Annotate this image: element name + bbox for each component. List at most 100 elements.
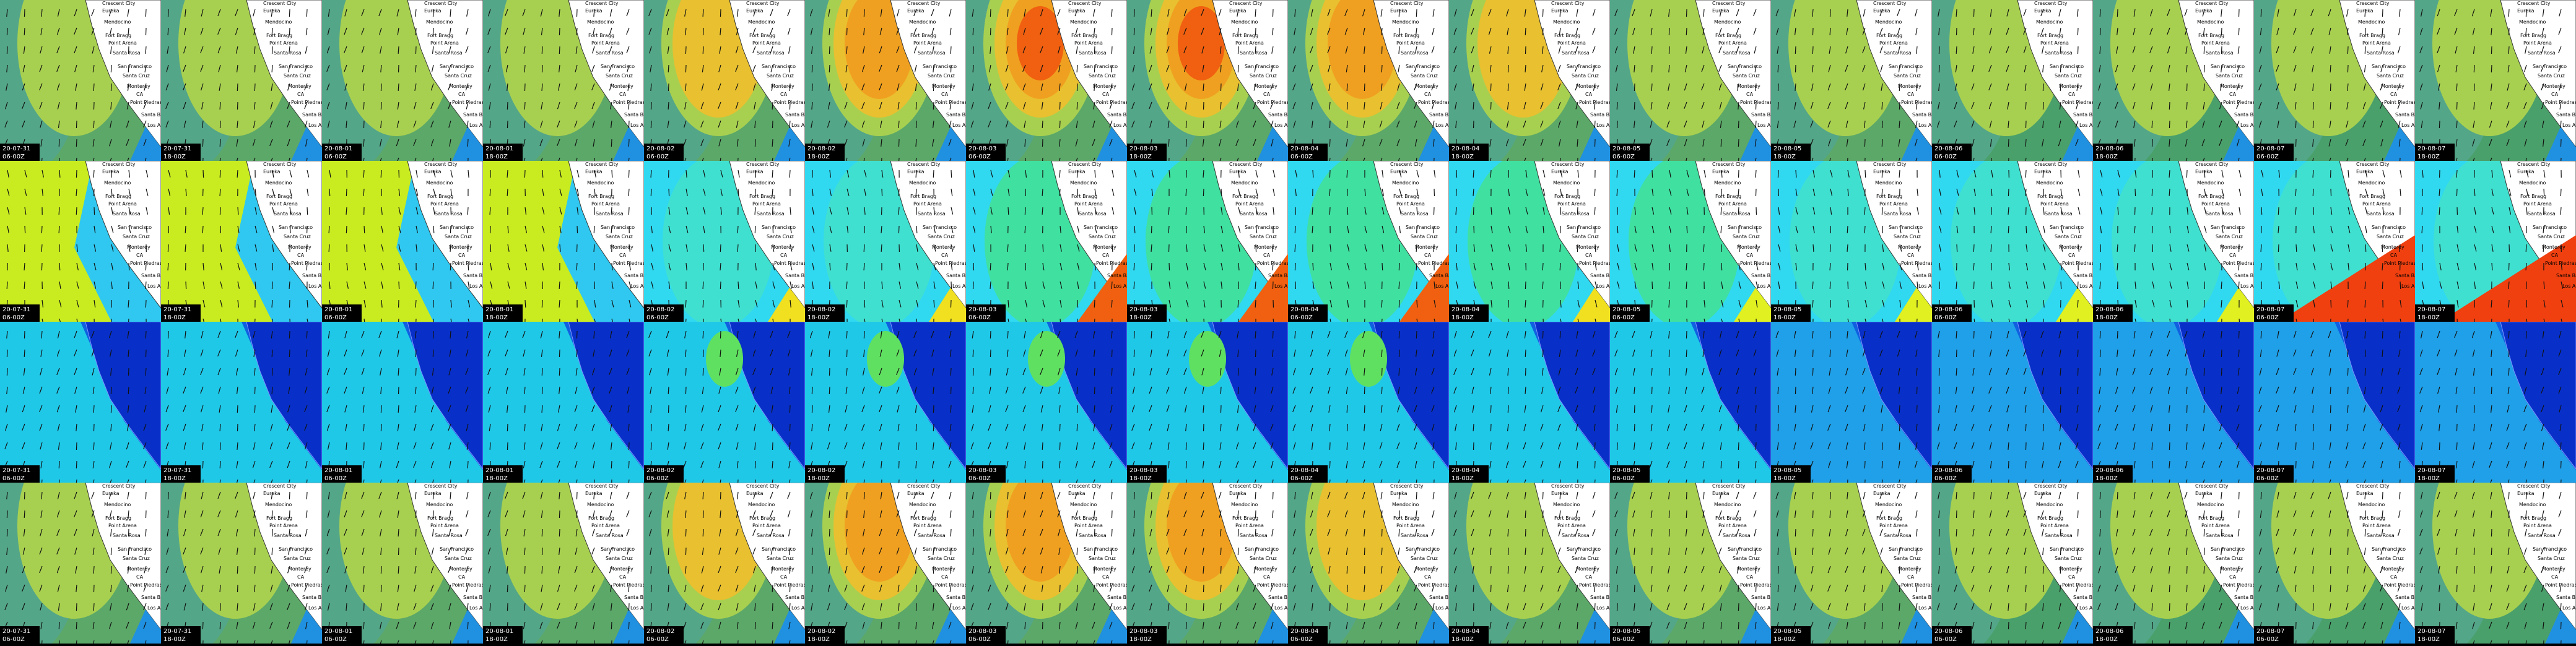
- place-label: Crescent City: [907, 483, 941, 489]
- frame-date: 20-08-01: [485, 628, 513, 635]
- wind-arrow: [1007, 331, 1008, 338]
- place-label: San Francisco: [1245, 546, 1279, 552]
- frame-time: 06-00Z: [1290, 153, 1313, 160]
- frame-time: 06-00Z: [2, 475, 25, 482]
- place-label: Santa Cruz: [1733, 73, 1760, 79]
- wind-arrow: [1008, 207, 1009, 215]
- place-label: Eureka: [1390, 8, 1408, 14]
- wind-arrow: [1094, 368, 1095, 376]
- wind-arrow: [829, 548, 830, 555]
- place-label: Santa Rosa: [1884, 211, 1912, 217]
- place-label: CA: [780, 574, 788, 580]
- wind-arrow: [237, 84, 238, 91]
- wind-arrow: [611, 622, 612, 629]
- wind-arrow: [307, 207, 308, 215]
- wind-arrow: [524, 84, 525, 91]
- wind-arrow: [76, 121, 77, 128]
- place-label: Mendocino: [426, 180, 453, 186]
- place-label: CA: [458, 252, 466, 258]
- place-label: Monterey: [127, 566, 150, 572]
- place-label: Monterey: [1737, 566, 1760, 572]
- place-label: Fort Bragg: [1232, 194, 1258, 199]
- place-label: Santa Cruz: [284, 73, 311, 79]
- place-label: Monterey: [771, 84, 794, 89]
- frame-time: 18-00Z: [1773, 314, 1796, 321]
- wind-arrow: [846, 492, 847, 499]
- place-label: CA: [136, 574, 144, 580]
- place-label: Santa Cruz: [1733, 234, 1760, 239]
- place-label: Point Arena: [752, 201, 781, 207]
- place-label: San Francisco: [762, 546, 796, 552]
- wind-arrow: [1473, 442, 1474, 450]
- frame-date: 20-08-02: [807, 145, 835, 152]
- place-label: San Francisco: [1084, 64, 1118, 69]
- place-label: CA: [1263, 252, 1271, 258]
- frame-date: 20-08-02: [807, 306, 835, 313]
- wind-arrow: [237, 424, 238, 431]
- place-label: Crescent City: [102, 162, 136, 167]
- place-label: Eureka: [746, 169, 764, 174]
- wind-arrow: [772, 585, 773, 592]
- wind-arrow: [1456, 170, 1457, 178]
- place-label: Mendocino: [587, 19, 614, 25]
- frame-time: 06-00Z: [1612, 475, 1635, 482]
- wind-arrow: [507, 121, 508, 128]
- place-label: Fort Bragg: [1071, 515, 1097, 521]
- place-label: CA: [2068, 252, 2076, 258]
- wind-arrow: [76, 207, 77, 215]
- wind-arrow: [703, 244, 704, 252]
- wind-arrow: [1473, 207, 1474, 215]
- wind-arrow: [1617, 226, 1618, 233]
- wind-arrow: [668, 84, 669, 91]
- place-label: Santa Rosa: [1079, 211, 1107, 217]
- wind-arrow: [1416, 9, 1417, 17]
- wind-arrow: [1991, 189, 1992, 196]
- place-label: Mendocino: [104, 502, 131, 507]
- place-label: Santa Cruz: [123, 234, 150, 239]
- wind-arrow: [202, 622, 203, 629]
- wind-arrow: [1255, 300, 1256, 308]
- frame-date: 20-08-05: [1612, 628, 1640, 635]
- frame-date: 20-08-03: [1129, 628, 1157, 635]
- place-label: Crescent City: [1229, 162, 1263, 167]
- wind-arrow: [1525, 529, 1526, 536]
- wind-arrow: [1577, 244, 1578, 252]
- wind-arrow: [1686, 350, 1687, 357]
- wind-arrow: [1168, 207, 1169, 215]
- place-label: Mendocino: [426, 502, 453, 507]
- frame-time: 06-00Z: [968, 314, 991, 321]
- place-label: Point Arena: [1557, 523, 1586, 528]
- frame-date: 20-08-01: [324, 145, 352, 152]
- place-label: San Francisco: [1245, 225, 1279, 230]
- frame-date: 20-08-02: [646, 628, 674, 635]
- wind-arrow: [76, 622, 77, 629]
- wind-arrow: [864, 300, 865, 308]
- wind-arrow: [507, 585, 508, 592]
- frame-time: 06-00Z: [1290, 314, 1313, 321]
- place-label: Mendocino: [587, 180, 614, 186]
- place-label: Crescent City: [263, 483, 297, 489]
- place-label: Crescent City: [1068, 162, 1102, 167]
- frame-date: 20-08-05: [1773, 628, 1801, 635]
- wind-arrow: [1738, 121, 1739, 128]
- place-label: Point Arena: [913, 40, 942, 46]
- place-label: Santa Cruz: [928, 556, 955, 561]
- wind-arrow: [542, 170, 543, 178]
- wind-arrow: [1203, 442, 1204, 450]
- place-label: Crescent City: [1390, 1, 1424, 6]
- frame-date: 20-08-05: [1773, 306, 1801, 313]
- wind-arrow: [1577, 207, 1578, 215]
- place-label: Fort Bragg: [1715, 515, 1741, 521]
- place-label: Eureka: [1712, 169, 1730, 174]
- place-label: San Francisco: [440, 546, 474, 552]
- place-label: Mendocino: [265, 502, 292, 507]
- place-label: Point Arena: [1879, 523, 1908, 528]
- frame-time: 18-00Z: [163, 475, 186, 482]
- wind-arrow: [951, 170, 952, 178]
